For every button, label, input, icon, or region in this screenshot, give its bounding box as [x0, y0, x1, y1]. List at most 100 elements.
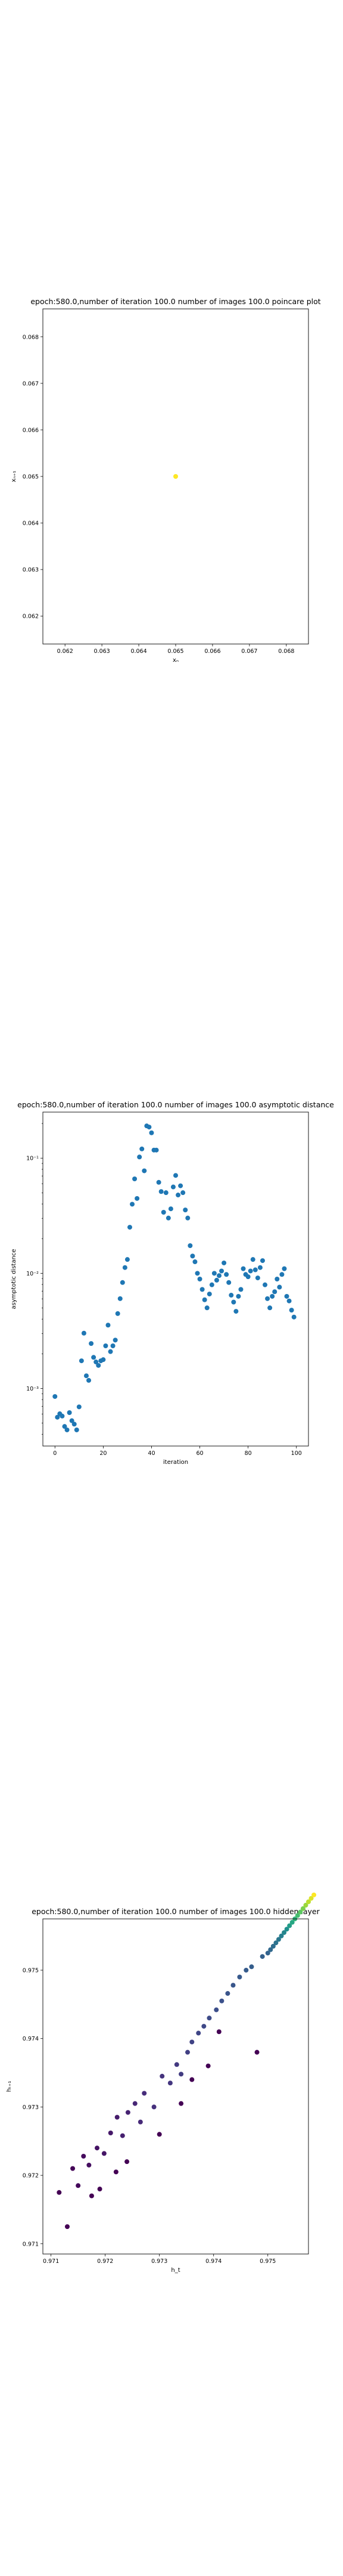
data-point: [286, 1298, 292, 1304]
x-tick-label: 0.068: [278, 648, 294, 655]
data-point: [179, 2101, 184, 2106]
data-point: [214, 1277, 219, 1283]
data-point: [173, 474, 178, 479]
data-point: [237, 1974, 242, 1980]
data-point: [207, 2015, 212, 2021]
data-point: [86, 2162, 92, 2168]
data-point: [89, 2193, 94, 2199]
data-point: [311, 1892, 317, 1897]
data-point: [268, 1947, 273, 1952]
data-point: [263, 1282, 268, 1287]
data-point: [57, 2190, 62, 2195]
data-point: [289, 1919, 295, 1925]
data-point: [103, 1343, 108, 1348]
data-point: [114, 2114, 120, 2120]
data-point: [60, 1413, 65, 1419]
data-point: [142, 2091, 147, 2096]
data-point: [130, 1202, 135, 1207]
y-tick-label: 0.068: [23, 334, 39, 340]
data-point: [267, 1305, 273, 1311]
data-point: [154, 1147, 159, 1153]
data-point: [185, 1215, 191, 1221]
y-tick-label: 10⁻¹: [26, 1156, 39, 1162]
data-point: [192, 1259, 198, 1265]
x-tick-label: 0.067: [241, 648, 257, 655]
data-point: [67, 1410, 72, 1415]
data-point: [209, 1282, 214, 1287]
data-point: [137, 1154, 142, 1160]
x-tick-label: 0.972: [97, 2258, 113, 2265]
data-point: [260, 1954, 265, 1959]
y-axis-label: hₜ₊₁: [6, 2081, 13, 2092]
data-point: [81, 1330, 86, 1336]
data-point: [265, 1950, 270, 1956]
data-point: [108, 1349, 113, 1354]
data-point: [146, 1125, 152, 1130]
data-point: [74, 1427, 79, 1432]
y-tick-label: 0.973: [23, 2104, 39, 2111]
data-point: [238, 1287, 244, 1292]
data-point: [207, 1292, 212, 1297]
data-point: [93, 1360, 99, 1365]
data-point: [110, 1343, 116, 1348]
data-point: [178, 1183, 183, 1188]
data-point: [101, 2151, 107, 2156]
data-point: [284, 1927, 289, 1932]
x-tick-label: 80: [245, 1450, 252, 1457]
data-point: [188, 1243, 193, 1248]
data-point: [89, 1341, 94, 1346]
data-point: [219, 1268, 224, 1274]
data-point: [113, 2169, 119, 2175]
data-point: [83, 1373, 89, 1379]
y-tick-label: 0.062: [23, 614, 39, 620]
data-point: [284, 1293, 289, 1299]
y-axis-label: asymptotic distance: [11, 1249, 17, 1309]
data-point: [163, 1190, 169, 1196]
data-point: [196, 2030, 201, 2036]
asymptotic-distance-plot: epoch:580.0,number of iteration 100.0 nu…: [11, 1100, 334, 1466]
data-point: [185, 2049, 191, 2055]
y-tick-label: 10⁻²: [26, 1271, 39, 1277]
data-point: [157, 2132, 162, 2137]
data-point: [270, 1943, 276, 1949]
data-point: [249, 1964, 254, 1970]
x-axis-label: iteration: [163, 1459, 188, 1466]
data-point: [132, 1176, 138, 1181]
chart-title: epoch:580.0,number of iteration 100.0 nu…: [32, 1907, 320, 1916]
x-tick-label: 0.065: [167, 648, 183, 655]
data-point: [257, 1265, 263, 1270]
data-point: [81, 2153, 86, 2159]
data-point: [229, 1293, 234, 1298]
data-point: [108, 2130, 113, 2135]
data-point: [160, 2073, 165, 2079]
data-point: [244, 1968, 249, 1973]
data-point: [101, 1357, 106, 1363]
y-tick-label: 0.971: [23, 2241, 39, 2247]
data-point: [236, 1293, 241, 1299]
data-point: [211, 1271, 217, 1276]
data-point: [69, 1418, 74, 1423]
data-point: [70, 2166, 76, 2171]
data-point: [216, 1273, 222, 1278]
y-tick-label: 0.067: [23, 380, 39, 387]
data-point: [166, 1215, 171, 1221]
data-point: [52, 1394, 58, 1399]
data-point: [204, 1305, 210, 1311]
data-point: [86, 1377, 92, 1383]
data-point: [117, 1296, 123, 1301]
data-point: [96, 1363, 101, 1368]
data-point: [231, 1299, 236, 1305]
data-point: [233, 1309, 239, 1314]
data-point: [76, 2183, 81, 2188]
data-point: [295, 1913, 300, 1918]
y-tick-label: 0.972: [23, 2173, 39, 2179]
data-point: [113, 1337, 118, 1343]
data-point: [291, 1314, 297, 1320]
data-point: [273, 1940, 279, 1946]
data-point: [91, 1355, 96, 1360]
x-tick-label: 0.066: [204, 648, 220, 655]
x-tick-label: 0.062: [57, 648, 73, 655]
data-point: [64, 1427, 70, 1432]
data-point: [225, 1991, 230, 1996]
y-axis-label: xₙ₊₁: [11, 470, 17, 482]
